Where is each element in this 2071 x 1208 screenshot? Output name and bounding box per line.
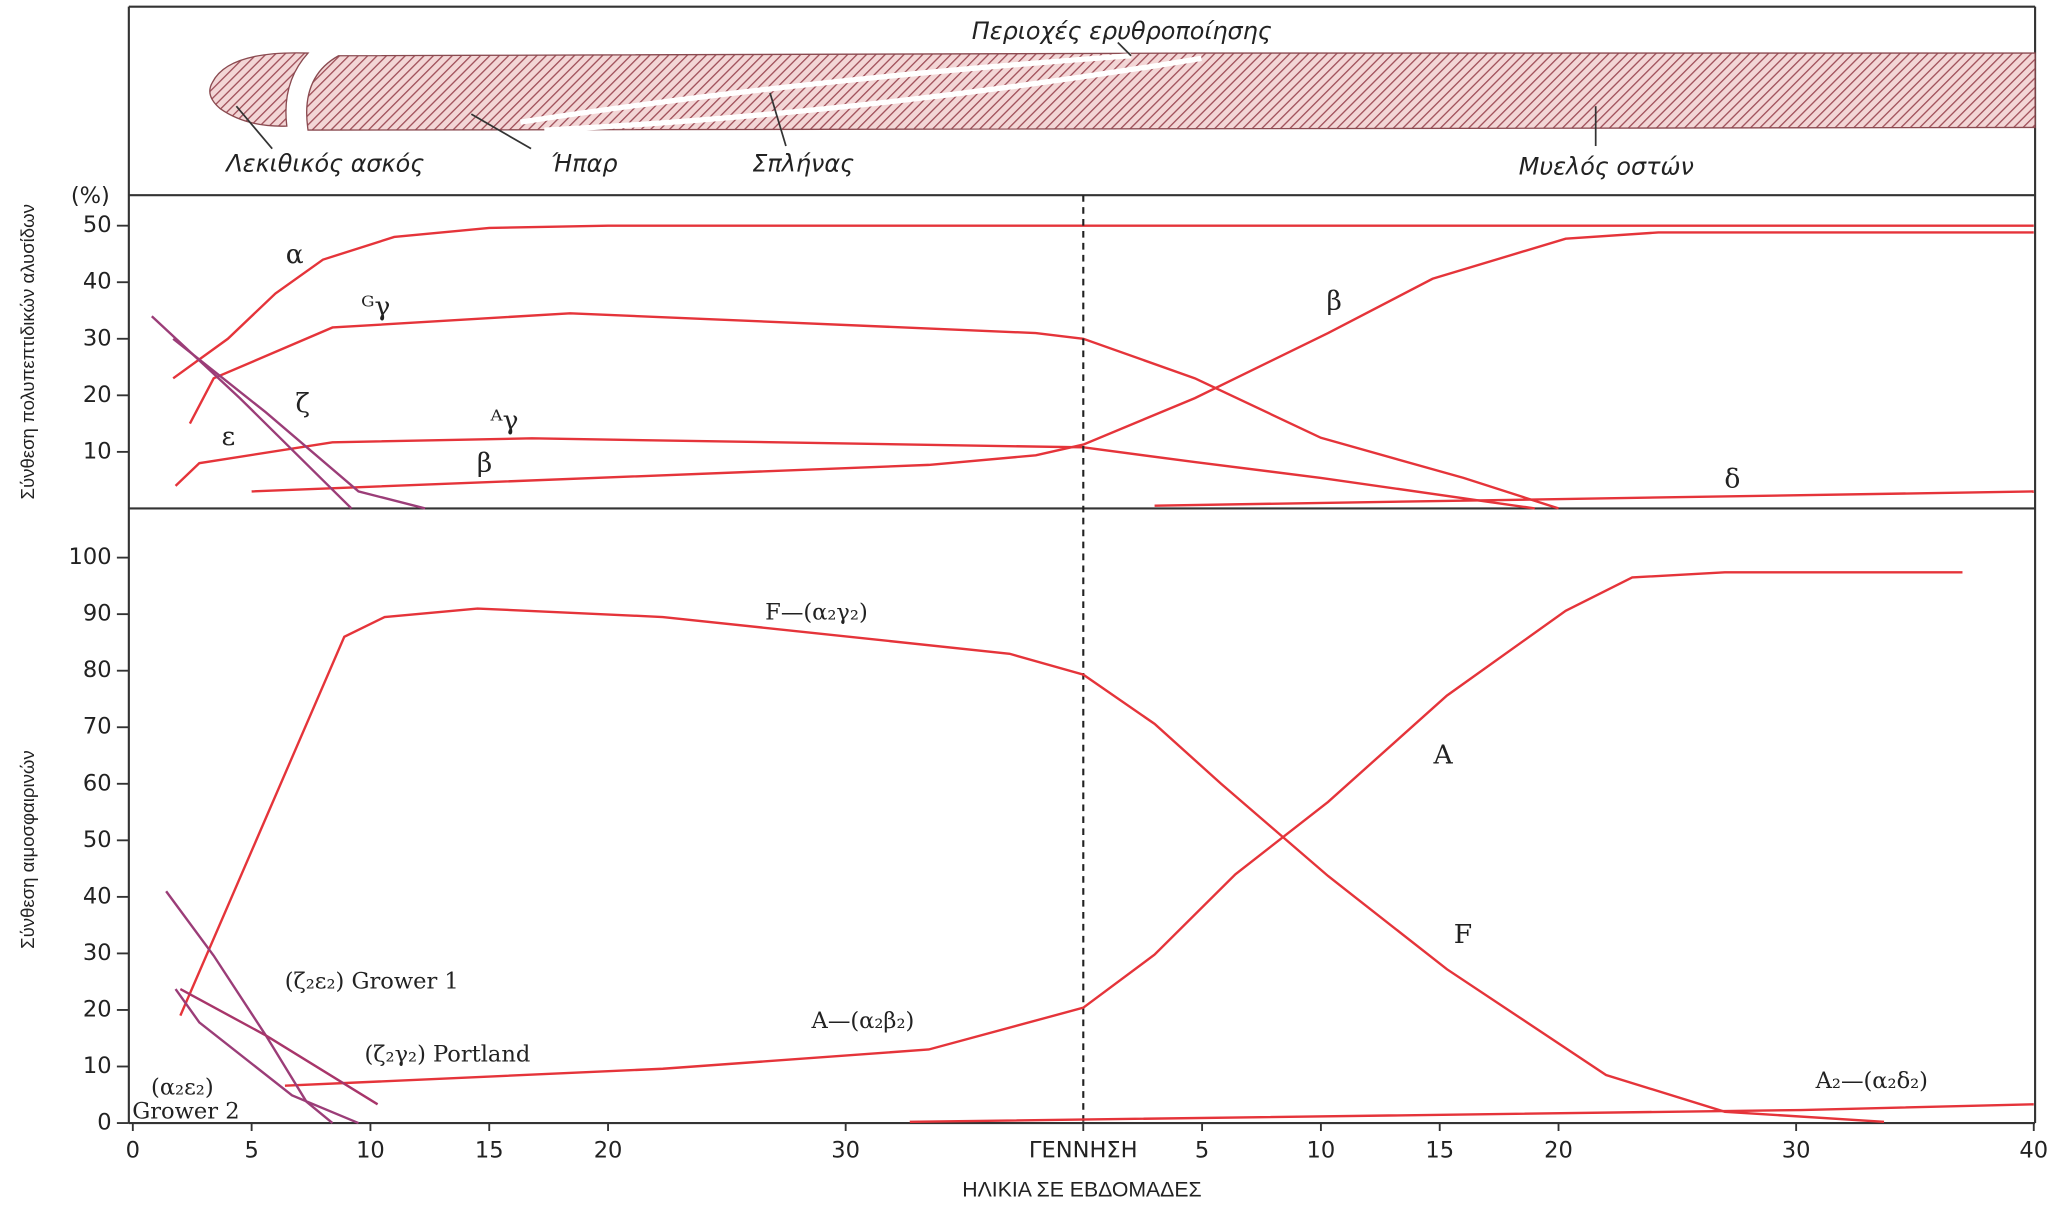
y-tick-label: 80 (83, 657, 112, 683)
label-line: Grower 2 (132, 1098, 239, 1124)
series-line (252, 232, 2034, 491)
series-label: ᴳγ (361, 291, 390, 322)
x-tick-label: 40 (2019, 1137, 2048, 1163)
series-label: α (286, 239, 304, 270)
series-label: β (1327, 286, 1342, 317)
series-line (285, 572, 1963, 1085)
series-label: A—(α₂β₂) (811, 1008, 915, 1034)
series-label: A₂—(α₂δ₂) (1815, 1068, 1928, 1094)
x-axis-label: ΗΛΙΚΙΑ ΣΕ ΕΒΔΟΜΑΔΕΣ (962, 1178, 1201, 1201)
x-tick-label: 5 (244, 1137, 258, 1163)
x-tick-label: 20 (594, 1137, 623, 1163)
x-tick-label: 20 (1544, 1137, 1573, 1163)
y-axis-label: Σύνθεση αιμοσφαιρινών (17, 750, 38, 949)
site-label: Λεκιθικός ασκός (224, 150, 424, 178)
x-tick-label: 5 (1195, 1137, 1209, 1163)
y-tick-label: 30 (83, 940, 112, 966)
series-line (910, 1104, 2034, 1122)
x-tick-label: ΓΕΝΝΗΣΗ (1029, 1137, 1138, 1163)
y-tick-label: 40 (83, 883, 112, 909)
page: { "diagram": { "title": "Περιοχές ερυθρο… (0, 0, 2071, 1208)
figure: Περιοχές ερυθροποίησης Λεκιθικός ασκός Ή… (0, 0, 2071, 1208)
x-tick-label: 0 (126, 1137, 140, 1163)
y-tick-label: 40 (83, 269, 112, 295)
x-tick-label: 30 (831, 1137, 860, 1163)
y-tick-label: 70 (83, 714, 112, 740)
x-tick-label: 10 (1307, 1137, 1336, 1163)
series-line (1155, 491, 2034, 505)
annotation: F (1454, 919, 1472, 950)
y-tick-label: 20 (83, 382, 112, 408)
series-label: δ (1724, 464, 1740, 495)
x-tick-label: 15 (475, 1137, 504, 1163)
site-label: Ήπαρ (551, 150, 618, 178)
x-tick-label: 10 (356, 1137, 385, 1163)
y-tick-label: 60 (83, 770, 112, 796)
y-tick-label: 10 (83, 1053, 112, 1079)
y-tick-label: 50 (83, 827, 112, 853)
series-line (173, 226, 2034, 379)
y-tick-label: 90 (83, 601, 112, 627)
site-label: Μυελός οστών (1519, 152, 1694, 180)
series-label: F—(α₂γ₂) (765, 599, 868, 625)
y-tick-label: 20 (83, 996, 112, 1022)
series-line (190, 313, 1559, 508)
y-tick-label: 50 (83, 212, 112, 238)
y-tick-label: 30 (83, 325, 112, 351)
label-line: (α₂ε₂) (151, 1075, 221, 1101)
series-label: ᴬγ (490, 405, 519, 436)
y-unit: (%) (71, 183, 110, 209)
x-tick-label: 15 (1425, 1137, 1454, 1163)
series-label: (ζ₂γ₂) Portland (365, 1041, 531, 1067)
diagram-title: Περιοχές ερυθροποίησης (972, 17, 1272, 45)
series-label: ε (222, 421, 236, 452)
y-axis-label: Σύνθεση πολυπεπτιδικών αλυσίδων (17, 204, 38, 499)
erythropoiesis-diagram: Περιοχές ερυθροποίησης Λεκιθικός ασκός Ή… (210, 17, 2035, 180)
y-tick-label: 10 (83, 438, 112, 464)
series-line (173, 339, 425, 509)
site-label: Σπλήνας (752, 150, 854, 178)
series-label: (α₂ε₂) Grower 2 (132, 1075, 239, 1125)
series-label: β (477, 448, 492, 479)
y-tick-label: 0 (97, 1110, 111, 1136)
annotation: A (1432, 740, 1453, 771)
series-label: (ζ₂ε₂) Grower 1 (285, 968, 459, 994)
series-label: ζ (296, 388, 310, 419)
y-tick-label: 100 (69, 544, 112, 570)
x-tick-label: 30 (1782, 1137, 1811, 1163)
